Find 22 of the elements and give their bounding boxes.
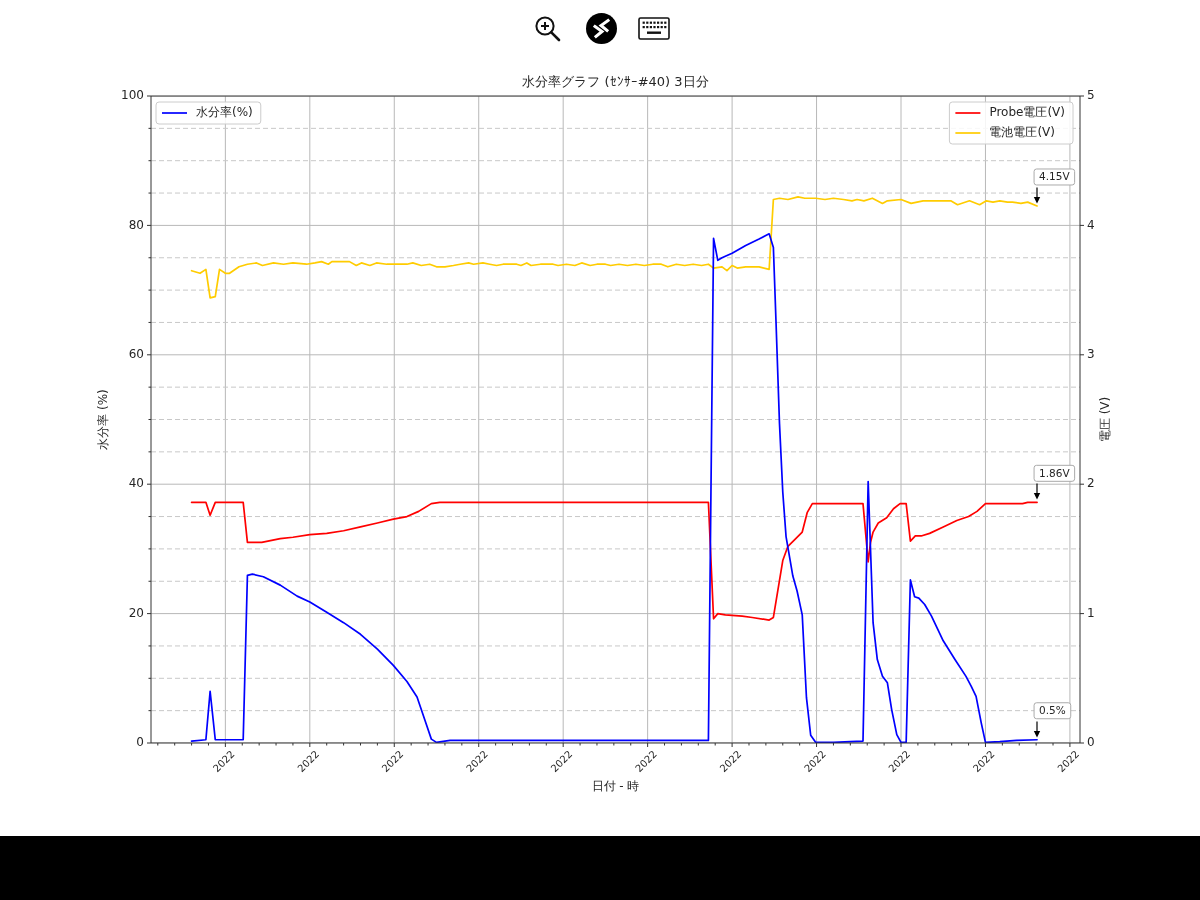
annotation: 1.86V bbox=[1039, 466, 1071, 479]
y-tick-label: 20 bbox=[128, 605, 144, 620]
legend-label: Probe電圧(V) bbox=[989, 105, 1065, 120]
y-tick-label: 60 bbox=[128, 346, 144, 361]
legend-label: 電池電圧(V) bbox=[989, 125, 1055, 140]
annotation: 0.5% bbox=[1039, 704, 1066, 716]
y-axis-title: 水分率 (%) bbox=[96, 389, 111, 450]
y2-tick-label: 3 bbox=[1087, 346, 1095, 361]
y2-axis-title: 電圧 (V) bbox=[1098, 396, 1113, 443]
y-tick-label: 0 bbox=[136, 735, 144, 750]
annotation: 4.15V bbox=[1039, 170, 1071, 183]
y-tick-label: 100 bbox=[121, 88, 144, 103]
y2-tick-label: 5 bbox=[1087, 88, 1095, 103]
y-tick-label: 80 bbox=[128, 217, 144, 232]
x-axis-title: 日付 - 時 bbox=[591, 779, 640, 794]
y2-tick-label: 4 bbox=[1087, 217, 1095, 232]
legend-label: 水分率(%) bbox=[196, 105, 253, 120]
y2-tick-label: 0 bbox=[1087, 735, 1095, 750]
y-tick-label: 40 bbox=[128, 476, 144, 491]
y2-tick-label: 2 bbox=[1087, 476, 1095, 491]
y2-tick-label: 1 bbox=[1087, 605, 1095, 620]
chart-title: 水分率グラフ (ｾﾝｻｰ#40) 3日分 bbox=[522, 74, 709, 90]
